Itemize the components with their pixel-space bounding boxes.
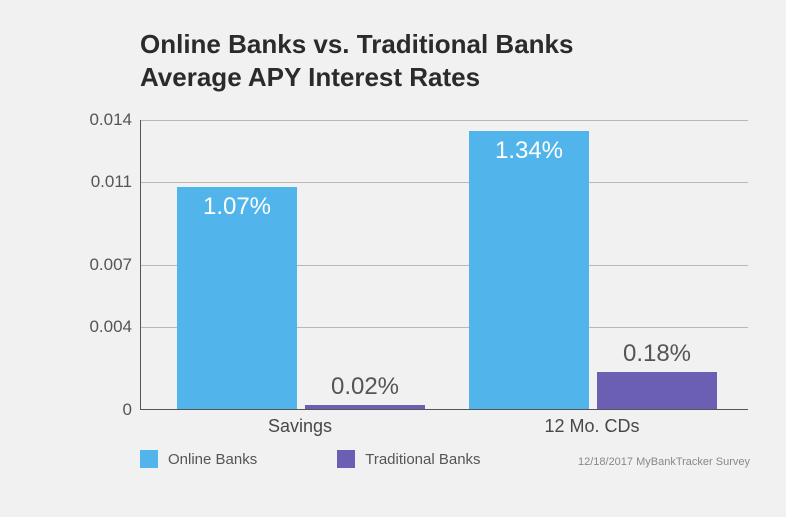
legend-item-online: Online Banks (140, 450, 257, 468)
bar-value-label: 0.18% (597, 340, 717, 368)
chart-title: Online Banks vs. Traditional Banks Avera… (140, 28, 573, 93)
gridline (141, 120, 748, 121)
gridline (141, 182, 748, 183)
legend-swatch-traditional (337, 450, 355, 468)
bar: 0.18% (597, 372, 717, 409)
bar-value-label: 1.34% (469, 137, 589, 165)
bar-value-label: 1.07% (177, 193, 297, 221)
title-line-2: Average APY Interest Rates (140, 62, 480, 92)
source-text: 12/18/2017 MyBankTracker Survey (578, 456, 750, 468)
chart-container: Online Banks vs. Traditional Banks Avera… (0, 0, 786, 517)
bar: 0.02% (305, 405, 425, 409)
legend-item-traditional: Traditional Banks (337, 450, 480, 468)
y-tick-label: 0 (72, 400, 132, 420)
y-tick-label: 0.004 (72, 317, 132, 337)
x-category-label: 12 Mo. CDs (512, 416, 672, 437)
x-category-label: Savings (220, 416, 380, 437)
legend-label-online: Online Banks (168, 451, 257, 468)
legend-label-traditional: Traditional Banks (365, 451, 480, 468)
y-tick-label: 0.014 (72, 110, 132, 130)
legend-swatch-online (140, 450, 158, 468)
y-tick-label: 0.011 (72, 172, 132, 192)
y-tick-label: 0.007 (72, 255, 132, 275)
bar-value-label: 0.02% (305, 373, 425, 401)
title-line-1: Online Banks vs. Traditional Banks (140, 29, 573, 59)
plot-area: 1.07% 0.02% 1.34% 0.18% (140, 120, 748, 410)
bar: 1.07% (177, 187, 297, 409)
bar: 1.34% (469, 131, 589, 409)
legend: Online Banks Traditional Banks (140, 450, 481, 468)
